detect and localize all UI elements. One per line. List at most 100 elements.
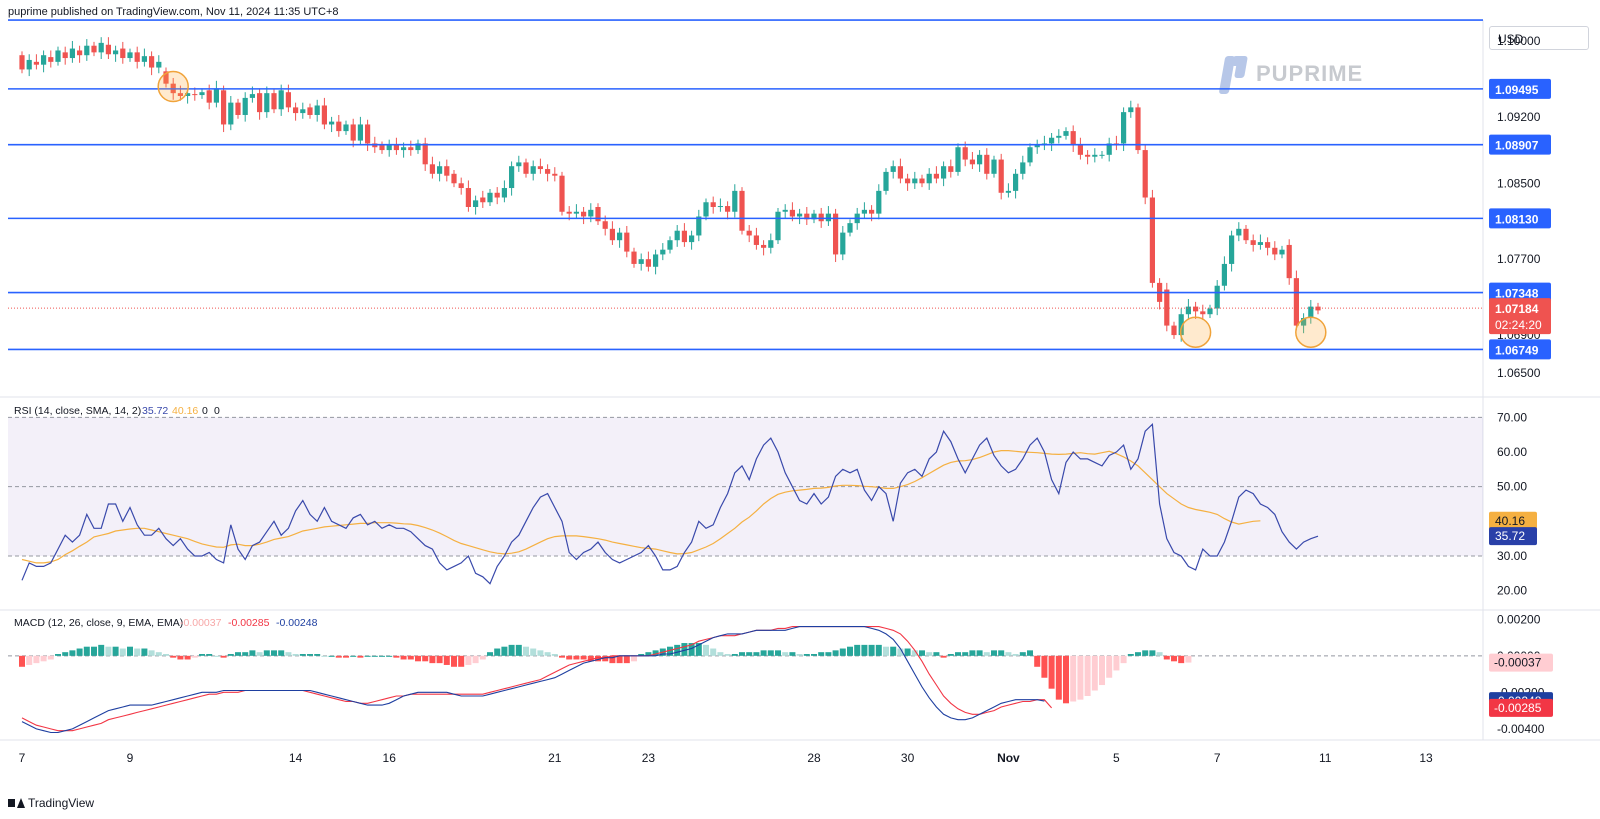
macd-histogram-bar bbox=[991, 650, 997, 656]
candle bbox=[1128, 100, 1134, 118]
candle-body bbox=[883, 171, 889, 191]
candle bbox=[62, 46, 68, 65]
macd-histogram-bar bbox=[1012, 654, 1019, 656]
candle-body bbox=[329, 121, 335, 125]
candle-body bbox=[537, 166, 543, 170]
macd-histogram-bar bbox=[357, 655, 364, 658]
publisher-header: puprime published on TradingView.com, No… bbox=[8, 6, 339, 18]
candle-body bbox=[897, 166, 903, 179]
macd-histogram-bar bbox=[537, 650, 544, 656]
macd-histogram-bar bbox=[645, 652, 652, 656]
macd-histogram-bar bbox=[1099, 655, 1105, 686]
candle-body bbox=[1207, 308, 1213, 315]
macd-histogram-bar bbox=[587, 655, 594, 662]
candle bbox=[444, 159, 450, 182]
macd-line bbox=[21, 626, 1045, 734]
candle bbox=[739, 187, 745, 235]
candle-body bbox=[1272, 247, 1278, 255]
macd-histogram-bar bbox=[443, 655, 450, 665]
candle bbox=[408, 140, 414, 156]
macd-histogram-bar bbox=[631, 655, 637, 662]
candle bbox=[487, 188, 493, 207]
candle-body bbox=[77, 50, 83, 56]
candle bbox=[1077, 137, 1083, 160]
macd-histogram-bar bbox=[1127, 654, 1134, 656]
candle-body bbox=[825, 213, 831, 222]
macd-histogram-bar bbox=[854, 644, 861, 656]
macd-histogram-bar bbox=[213, 655, 220, 657]
macd-histogram-bar bbox=[55, 654, 61, 656]
macd-histogram-bar bbox=[609, 655, 616, 664]
candle bbox=[1221, 256, 1227, 291]
macd-histogram-bar bbox=[559, 655, 565, 658]
macd-histogram-bar bbox=[256, 652, 263, 656]
candle-body bbox=[271, 93, 277, 110]
date-tick-label: 16 bbox=[383, 751, 397, 765]
candle bbox=[674, 225, 680, 247]
candle bbox=[429, 156, 435, 179]
candle-body bbox=[905, 178, 911, 184]
candle-body bbox=[401, 147, 407, 151]
candle bbox=[365, 119, 371, 152]
candle-body bbox=[1063, 131, 1069, 136]
candle bbox=[797, 208, 803, 225]
candle bbox=[559, 171, 565, 216]
macd-histogram-bar bbox=[1156, 652, 1163, 656]
candle-body bbox=[566, 211, 572, 214]
macd-histogram-bar bbox=[26, 655, 33, 665]
candle bbox=[1243, 225, 1249, 244]
candle bbox=[955, 143, 961, 176]
candle-body bbox=[1020, 162, 1026, 174]
macd-tick-label: -0.00400 bbox=[1497, 722, 1545, 736]
candle bbox=[667, 236, 673, 254]
candle-body bbox=[1229, 235, 1235, 264]
candle-body bbox=[98, 42, 104, 53]
candle bbox=[163, 67, 169, 88]
candle-body bbox=[257, 93, 263, 113]
rsi-tick-label: 60.00 bbox=[1497, 445, 1527, 459]
candle-body bbox=[278, 90, 284, 110]
candle-body bbox=[228, 102, 234, 125]
candle-body bbox=[912, 178, 918, 184]
macd-histogram-bar bbox=[278, 650, 285, 656]
candle bbox=[1164, 282, 1170, 332]
macd-histogram-bar bbox=[681, 643, 688, 656]
candle bbox=[1293, 270, 1299, 331]
candle bbox=[1200, 304, 1206, 320]
rsi-tick-label: 70.00 bbox=[1497, 410, 1527, 424]
macd-histogram-bar bbox=[350, 655, 357, 657]
macd-histogram-bar bbox=[379, 655, 385, 657]
macd-histogram-bar bbox=[249, 650, 256, 656]
macd-histogram-bar bbox=[112, 646, 119, 656]
macd-histogram-bar bbox=[767, 650, 774, 656]
candle-body bbox=[386, 145, 392, 151]
date-tick-label: 11 bbox=[1319, 751, 1332, 765]
rsi-tick-label: 50.00 bbox=[1497, 480, 1527, 494]
candle-body bbox=[840, 232, 846, 255]
macd-histogram-bar bbox=[141, 648, 148, 656]
candle-body bbox=[645, 259, 651, 267]
candle-body bbox=[1135, 107, 1141, 151]
macd-histogram-bar bbox=[868, 644, 875, 656]
macd-histogram-bar bbox=[407, 655, 414, 660]
date-tick-label: 13 bbox=[1419, 751, 1433, 765]
candle bbox=[1070, 125, 1076, 152]
macd-histogram-bar bbox=[1091, 655, 1098, 691]
candle-body bbox=[941, 166, 947, 179]
rsi-badge bbox=[1489, 527, 1537, 546]
currency-selector[interactable]: USD bbox=[1489, 26, 1589, 50]
candle-body bbox=[501, 188, 507, 198]
candle bbox=[653, 249, 659, 275]
candle bbox=[293, 102, 299, 121]
macd-histogram-bar bbox=[847, 646, 853, 656]
candle-body bbox=[696, 216, 702, 236]
candle bbox=[134, 46, 140, 69]
candle bbox=[609, 221, 615, 245]
macd-value-label: -0.00285 bbox=[228, 617, 270, 629]
candle-body bbox=[422, 143, 428, 165]
date-tick-label: 5 bbox=[1113, 751, 1120, 765]
candle bbox=[1121, 107, 1127, 152]
level-badge bbox=[1489, 339, 1551, 360]
candle-body bbox=[458, 183, 464, 189]
